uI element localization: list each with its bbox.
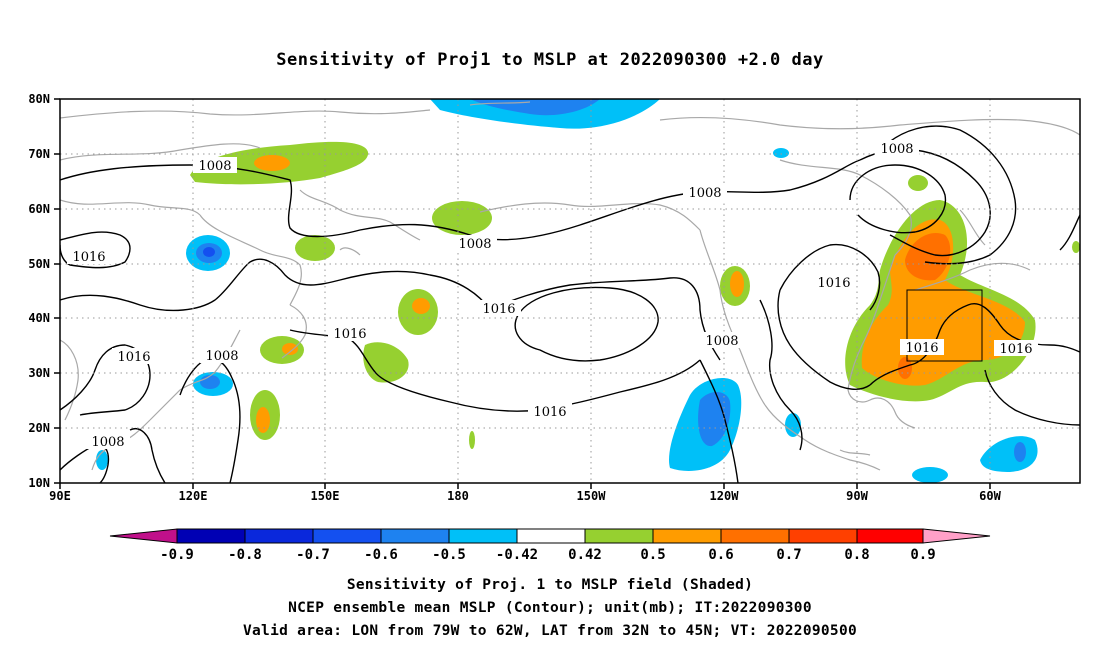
shade-positive-east-na-red	[905, 232, 951, 281]
shade-positive-small	[469, 431, 475, 449]
contour-label-1016: 1016	[817, 276, 850, 291]
colorbar-swatch	[244, 528, 314, 544]
shading-layer	[96, 99, 1080, 483]
lat-label: 40N	[28, 311, 50, 325]
contour-label-1008: 1008	[205, 349, 238, 364]
contour-label-1016: 1016	[533, 405, 566, 420]
colorbar-swatch	[312, 528, 382, 544]
lat-label: 20N	[28, 421, 50, 435]
colorbar	[109, 528, 991, 544]
colorbar-swatch	[176, 528, 246, 544]
shade-positive-bering	[432, 201, 492, 235]
colorbar-swatch	[584, 528, 654, 544]
shade-positive-kamchatka	[295, 235, 335, 261]
contour-label-1016: 1016	[905, 341, 938, 356]
shade-negative-atlantic	[980, 436, 1038, 472]
axis-ticks	[54, 98, 991, 489]
shade-negative-carib	[912, 467, 948, 483]
colorbar-labels: -0.9 -0.8 -0.7 -0.6 -0.5 -0.42 0.42 0.5 …	[160, 547, 936, 563]
shade-positive-atlantic-east	[1072, 241, 1080, 253]
lon-label: 150E	[311, 489, 340, 503]
shade-positive-siberia-core	[254, 155, 290, 171]
lon-label: 90E	[49, 489, 71, 503]
latitude-labels: 80N 70N 60N 50N 40N 30N 20N 10N	[28, 92, 50, 490]
shade-positive-quebec-small	[908, 175, 928, 191]
contour-label-1008: 1008	[880, 142, 913, 157]
lon-label: 90W	[846, 489, 868, 503]
colorbar-label: -0.7	[296, 547, 330, 563]
contour-label-1008: 1008	[458, 237, 491, 252]
shade-negative-japan-sea-inner	[203, 247, 215, 257]
lat-label: 60N	[28, 202, 50, 216]
colorbar-label: -0.8	[228, 547, 262, 563]
contour-label-1008: 1008	[91, 435, 124, 450]
colorbar-triangle-low	[109, 528, 178, 544]
colorbar-swatch	[788, 528, 858, 544]
colorbar-label: 0.42	[568, 547, 602, 563]
colorbar-swatch	[380, 528, 450, 544]
shade-positive-philippine-core	[256, 407, 270, 433]
colorbar-label: -0.42	[496, 547, 538, 563]
colorbar-label: 0.5	[640, 547, 665, 563]
map-frame	[59, 98, 1081, 484]
shade-negative-atlantic-core	[1014, 442, 1026, 462]
colorbar-swatch	[856, 528, 924, 544]
colorbar-swatch	[516, 528, 586, 544]
shade-negative-gulf-ca	[785, 413, 801, 437]
longitude-labels: 90E 120E 150E 180 150W 120W 90W 60W	[49, 489, 1001, 503]
colorbar-label: -0.5	[432, 547, 466, 563]
contour-label-1016: 1016	[999, 342, 1032, 357]
colorbar-label: 0.6	[708, 547, 733, 563]
shade-positive-california-core	[730, 271, 744, 297]
lat-label: 70N	[28, 147, 50, 161]
lat-label: 80N	[28, 92, 50, 106]
colorbar-label: -0.6	[364, 547, 398, 563]
lat-label: 30N	[28, 366, 50, 380]
colorbar-swatch	[652, 528, 722, 544]
shade-positive-taiwan	[260, 336, 304, 364]
shade-positive-npac-core	[412, 298, 430, 314]
colorbar-swatch	[720, 528, 790, 544]
shade-positive-taiwan-core	[282, 343, 298, 355]
colorbar-triangle-high	[922, 528, 991, 544]
shade-negative-scs-core	[200, 375, 220, 389]
contour-label-layer: 1008 1008 1008 1008 1008 1008 1008 1016 …	[67, 140, 1038, 450]
caption-line-valid-area: Valid area: LON from 79W to 62W, LAT fro…	[242, 623, 858, 639]
valid-area-box	[906, 289, 983, 362]
colorbar-label: 0.9	[910, 547, 935, 563]
lon-label: 120W	[710, 489, 740, 503]
colorbar-label: 0.8	[844, 547, 869, 563]
gridlines	[60, 99, 1080, 483]
caption-line-contour: NCEP ensemble mean MSLP (Contour); unit(…	[288, 600, 812, 616]
contour-label-1016: 1016	[482, 302, 515, 317]
colorbar-label: 0.7	[776, 547, 801, 563]
lon-label: 60W	[979, 489, 1001, 503]
caption: Sensitivity of Proj. 1 to MSLP field (Sh…	[0, 574, 1100, 643]
lon-label: 150W	[577, 489, 607, 503]
shade-negative-small-arctic	[773, 148, 789, 158]
lon-label: 180	[447, 489, 469, 503]
lon-label: 120E	[179, 489, 208, 503]
contour-label-1016: 1016	[333, 327, 366, 342]
contour-label-1008: 1008	[705, 334, 738, 349]
shade-positive-midpac	[363, 342, 409, 383]
caption-line-shading: Sensitivity of Proj. 1 to MSLP field (Sh…	[346, 577, 754, 593]
contour-label-1008: 1008	[688, 186, 721, 201]
coastline-layer	[60, 101, 1080, 471]
lat-label: 50N	[28, 257, 50, 271]
shade-negative-mexico-pac-core	[698, 391, 731, 447]
colorbar-label: -0.9	[160, 547, 194, 563]
colorbar-swatch	[448, 528, 518, 544]
map-title: Sensitivity of Proj1 to MSLP at 20220903…	[276, 50, 824, 70]
contour-label-1016: 1016	[72, 250, 105, 265]
contour-label-1016: 1016	[117, 350, 150, 365]
lat-label: 10N	[28, 476, 50, 490]
contour-label-1008: 1008	[198, 159, 231, 174]
